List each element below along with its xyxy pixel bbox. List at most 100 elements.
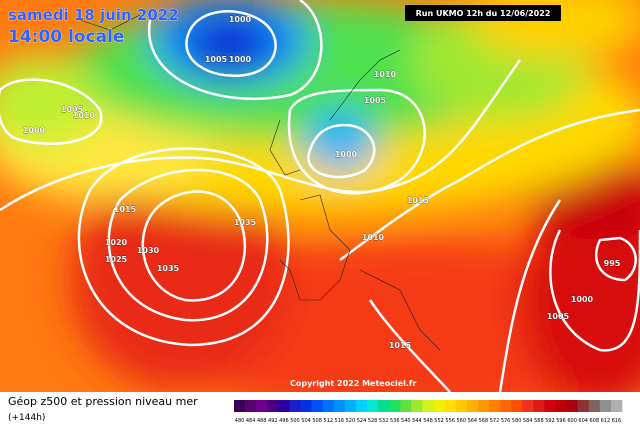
color-swatch — [234, 400, 246, 412]
colorbar-label: 556 — [445, 418, 455, 424]
isobar-label: 1010 — [374, 70, 397, 79]
color-swatch — [278, 400, 290, 412]
colorbar-label: 528 — [368, 418, 378, 424]
color-swatch — [311, 400, 323, 412]
color-swatch — [400, 400, 412, 412]
colorbar-label: 616 — [612, 418, 622, 424]
colorbar-label: 524 — [357, 418, 367, 424]
color-swatch — [344, 400, 357, 412]
isobar-label: 1025 — [105, 255, 128, 264]
color-swatch — [378, 400, 390, 412]
color-swatch — [444, 400, 457, 412]
colorbar-label: 580 — [512, 418, 522, 424]
colorbar-label: 480 — [235, 418, 245, 424]
contour — [77, 147, 290, 347]
isobar-label: 1000 — [335, 150, 358, 159]
colorbar-label: 600 — [567, 418, 577, 424]
colorbar-label: 572 — [490, 418, 500, 424]
color-swatch — [300, 400, 312, 412]
lead-time: (+144h) — [8, 413, 45, 423]
colorbar-label: 504 — [301, 418, 311, 424]
colorbar-label: 592 — [545, 418, 555, 424]
colorbar-label: 612 — [601, 418, 611, 424]
colorbar-label: 496 — [279, 418, 289, 424]
color-swatch — [411, 400, 423, 412]
color-swatch — [455, 400, 468, 412]
isobar-label: 1005 — [205, 55, 228, 64]
colorbar-label: 588 — [534, 418, 544, 424]
color-swatch — [355, 400, 368, 412]
contour — [287, 88, 426, 195]
copyright: Copyright 2022 Meteociel.fr — [290, 379, 416, 388]
colorbar-label: 544 — [412, 418, 422, 424]
isobar-label: 995 — [604, 259, 621, 268]
isobar-label: 1020 — [105, 238, 128, 247]
color-swatch — [588, 400, 601, 412]
colorbar-label: 552 — [434, 418, 444, 424]
color-swatch — [389, 400, 401, 412]
colorbar-label: 492 — [268, 418, 278, 424]
isobar-label: 1000 — [23, 126, 46, 135]
colorbar-label: 576 — [501, 418, 511, 424]
contour — [307, 123, 376, 179]
color-swatch — [533, 400, 545, 412]
color-swatch — [245, 400, 257, 412]
contour — [147, 0, 323, 100]
color-swatch — [256, 400, 268, 412]
isobar-label: 1005 — [61, 105, 84, 114]
color-swatch — [522, 400, 534, 412]
color-swatch — [333, 400, 346, 412]
contour — [594, 236, 637, 282]
colorbar-label: 512 — [323, 418, 333, 424]
isobar-label: 1030 — [137, 246, 160, 255]
color-swatch — [367, 400, 379, 412]
contour — [0, 59, 522, 212]
colorbar-label: 548 — [423, 418, 433, 424]
color-swatch — [477, 400, 490, 412]
colorbar: 480 484 488 492 496 500 504 508 512 516 520 524 528 5… — [234, 400, 623, 424]
legend-title: Géop z500 et pression niveau mer — [8, 395, 198, 408]
colorbar-label: 584 — [523, 418, 533, 424]
color-swatch — [433, 400, 445, 412]
colorbar-label: 608 — [590, 418, 600, 424]
time: 14:00 locale — [8, 27, 124, 47]
isobar-label: 1015 — [114, 205, 137, 214]
isobar-label: 1010 — [73, 111, 96, 120]
color-swatch — [599, 400, 612, 412]
colorbar-label: 596 — [556, 418, 566, 424]
contour — [498, 199, 562, 392]
run-box — [405, 5, 561, 21]
isobar-label: 1000 — [229, 15, 252, 24]
colorbar-label: 604 — [578, 418, 588, 424]
colorbar-label: 508 — [312, 418, 322, 424]
contour — [141, 190, 247, 302]
color-swatch — [511, 400, 523, 412]
isobar-label: 1000 — [229, 55, 252, 64]
contour — [339, 108, 640, 262]
colorbar-label: 564 — [468, 418, 478, 424]
colorbar-label: 484 — [246, 418, 256, 424]
color-swatch — [322, 400, 335, 412]
coastline — [79, 14, 441, 351]
isobar-label: 1005 — [547, 312, 570, 321]
color-swatch — [555, 400, 567, 412]
color-swatch — [566, 400, 578, 412]
isobar-label: 1010 — [362, 233, 385, 242]
colorbar-label: 516 — [335, 418, 345, 424]
contour — [0, 78, 103, 145]
color-swatch — [289, 400, 301, 412]
colorbar-label: 520 — [346, 418, 356, 424]
isobar-label: 1035 — [234, 218, 257, 227]
color-swatch — [577, 400, 590, 412]
color-swatch — [267, 400, 279, 412]
isobar-label: 1035 — [157, 264, 180, 273]
isobar-label: 1015 — [407, 196, 430, 205]
color-swatch — [488, 400, 501, 412]
contour — [368, 299, 451, 392]
isobar-label: 1005 — [364, 96, 387, 105]
contour — [107, 168, 269, 322]
date: samedi 18 juin 2022 — [8, 6, 179, 24]
